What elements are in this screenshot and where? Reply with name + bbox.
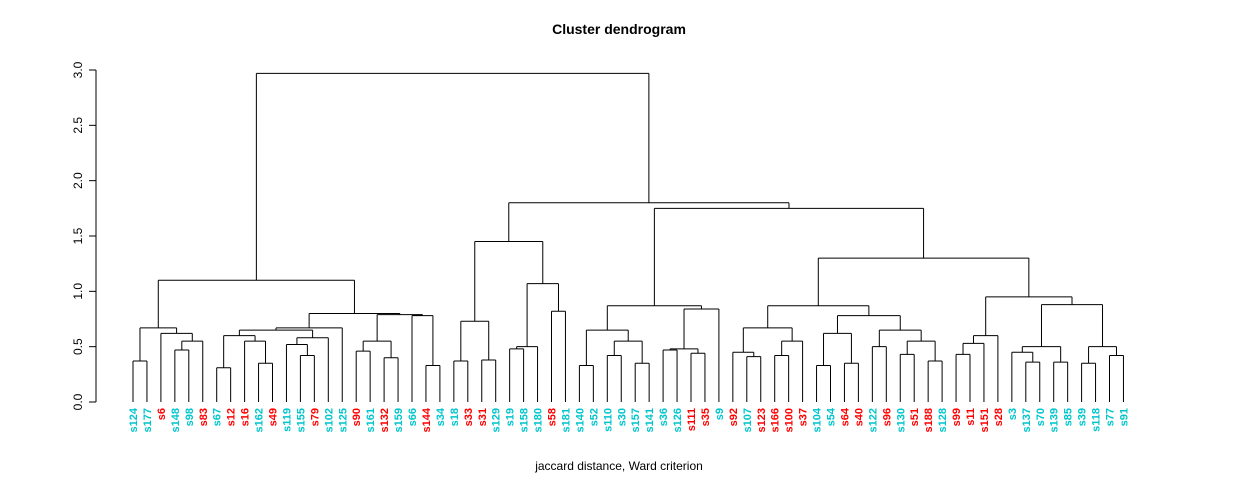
leaf-label: s132 — [379, 408, 391, 432]
leaf-label: s100 — [784, 408, 796, 432]
leaf-label: s123 — [756, 408, 768, 432]
leaf-label: s19 — [505, 408, 517, 426]
y-tick-label: 1.0 — [71, 283, 85, 300]
leaf-label: s144 — [421, 407, 433, 432]
leaf-label: s66 — [407, 408, 419, 426]
leaf-label: s104 — [812, 407, 824, 432]
leaf-label: s70 — [1035, 408, 1047, 426]
leaf-label: s54 — [826, 407, 838, 426]
leaf-label: s85 — [1063, 408, 1075, 426]
y-axis: 0.0 0.5 1.0 1.5 2.0 2.5 3.0 — [71, 61, 97, 410]
leaf-label: s91 — [1118, 408, 1130, 426]
leaf-label: s51 — [909, 408, 921, 426]
leaf-label: s34 — [435, 407, 447, 426]
leaf-label: s166 — [770, 408, 782, 432]
y-tick-label: 2.5 — [71, 117, 85, 134]
chart-title: Cluster dendrogram — [552, 21, 686, 37]
leaf-label: s96 — [881, 408, 893, 426]
y-tick-label: 0.5 — [71, 338, 85, 355]
leaf-label: s122 — [867, 408, 879, 432]
leaf-label: s92 — [728, 408, 740, 426]
leaf-label: s107 — [742, 408, 754, 432]
y-tick-label: 0.0 — [71, 393, 85, 410]
leaf-label: s155 — [295, 408, 307, 432]
leaf-label: s64 — [839, 407, 851, 426]
y-tick-label: 2.0 — [71, 172, 85, 189]
leaf-label: s36 — [658, 408, 670, 426]
leaf-label: s110 — [602, 408, 614, 432]
leaf-label: s137 — [1021, 408, 1033, 432]
leaf-label: s139 — [1049, 408, 1061, 432]
leaf-label: s58 — [547, 408, 559, 426]
leaf-label: s28 — [993, 408, 1005, 426]
leaf-label: s177 — [142, 408, 154, 432]
leaf-label: s180 — [533, 408, 545, 432]
x-axis-label: jaccard distance, Ward criterion — [535, 459, 703, 473]
leaf-label: s67 — [212, 408, 224, 426]
leaf-label: s79 — [309, 408, 321, 426]
leaf-label: s118 — [1091, 408, 1103, 432]
leaf-label: s49 — [268, 408, 280, 426]
leaf-label: s35 — [700, 408, 712, 426]
y-tick-label: 3.0 — [71, 61, 85, 78]
leaf-label: s30 — [616, 408, 628, 426]
leaf-label: s161 — [365, 408, 377, 432]
leaf-label: s52 — [588, 408, 600, 426]
leaf-label: s111 — [686, 408, 698, 431]
leaf-label: s99 — [951, 408, 963, 426]
leaf-label: s37 — [798, 408, 810, 426]
leaf-label: s158 — [519, 408, 531, 432]
leaf-label: s9 — [714, 408, 726, 420]
leaf-label: s148 — [170, 408, 182, 432]
leaf-label: s98 — [184, 408, 196, 426]
leaf-label: s140 — [574, 408, 586, 432]
leaf-label: s77 — [1105, 408, 1117, 426]
leaf-label: s40 — [853, 408, 865, 426]
leaf-label: s12 — [226, 408, 238, 426]
leaf-label: s126 — [672, 408, 684, 432]
leaf-label: s128 — [937, 408, 949, 432]
leaf-label: s159 — [393, 408, 405, 432]
leaf-label: s16 — [240, 408, 252, 426]
leaf-label: s141 — [644, 408, 656, 432]
leaf-label: s119 — [281, 408, 293, 432]
leaf-labels: s124 s177 s6 s148 s98 s83 s67 s12 s16 s162 s49 s119… — [128, 407, 1130, 432]
leaf-label: s162 — [254, 408, 266, 432]
leaf-label: s83 — [198, 408, 210, 426]
leaf-label: s90 — [351, 408, 363, 426]
leaf-label: s130 — [895, 408, 907, 432]
y-tick-label: 1.5 — [71, 227, 85, 244]
leaf-label: s11 — [965, 408, 977, 426]
leaf-label: s129 — [491, 408, 503, 432]
leaf-label: s102 — [323, 408, 335, 432]
leaf-label: s181 — [560, 408, 572, 432]
leaf-label: s124 — [128, 407, 140, 432]
dendrogram-lines — [132, 72, 1124, 402]
leaf-label: s18 — [449, 408, 461, 426]
leaf-label: s188 — [923, 408, 935, 432]
leaf-label: s125 — [337, 408, 349, 432]
leaf-label: s151 — [979, 408, 991, 432]
leaf-label: s157 — [630, 408, 642, 432]
leaf-label: s3 — [1007, 408, 1019, 420]
leaf-label: s33 — [463, 408, 475, 426]
leaf-label: s6 — [156, 408, 168, 420]
leaf-label: s39 — [1077, 408, 1089, 426]
leaf-label: s31 — [477, 408, 489, 426]
